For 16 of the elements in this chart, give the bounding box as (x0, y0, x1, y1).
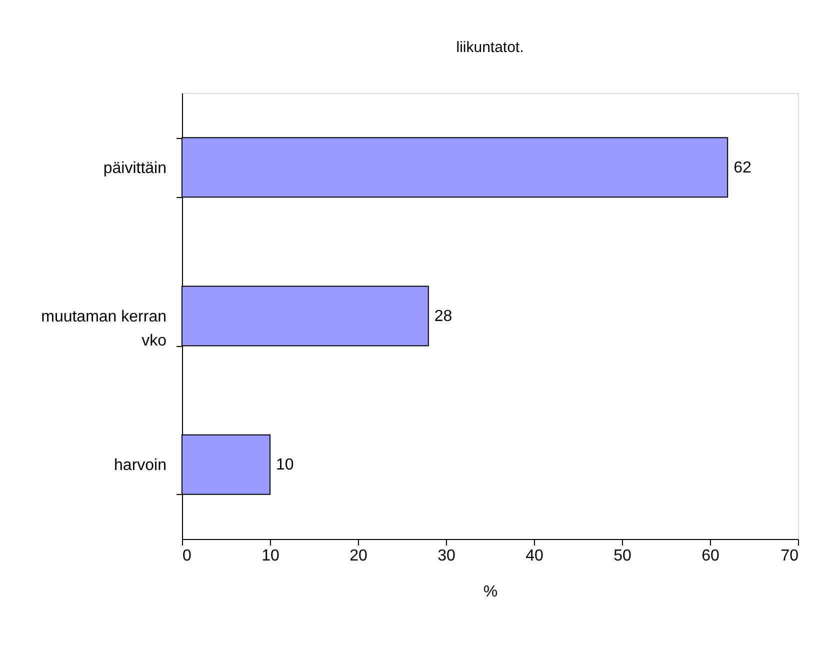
chart-title: liikuntatot. (456, 39, 524, 56)
x-tick-label: 30 (438, 548, 456, 564)
data-label: 28 (434, 308, 452, 325)
x-tick-label: 10 (262, 548, 280, 564)
y-tick-label: päivittäin (103, 160, 166, 177)
x-tick-label: 70 (780, 548, 799, 564)
x-tick-label: 0 (182, 548, 192, 564)
x-tick-label: 40 (526, 548, 544, 564)
x-tick-label: 20 (350, 548, 368, 564)
data-label: 10 (276, 456, 294, 474)
y-tick-label: muutaman kerran vko (41, 308, 167, 350)
x-tick-label: 60 (702, 548, 720, 564)
y-tick-label: harvoin (114, 457, 166, 474)
x-tick-label: 50 (614, 548, 632, 564)
x-axis-title: % (483, 584, 498, 600)
data-label: 62 (734, 159, 752, 176)
